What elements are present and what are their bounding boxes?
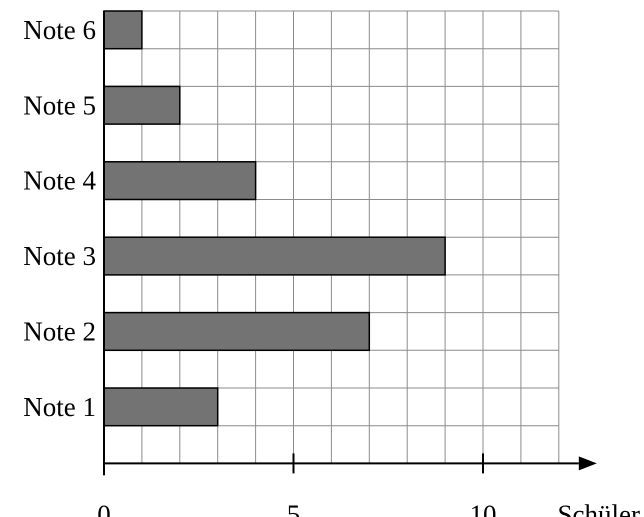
bar-note-4	[103, 161, 257, 201]
category-label: Note 2	[23, 316, 96, 346]
x-axis-title: Schüler	[558, 499, 640, 517]
x-tick-label: 0	[97, 499, 111, 517]
grid	[103, 10, 560, 464]
x-tick-label: 10	[470, 499, 497, 517]
category-label: Note 1	[23, 392, 96, 422]
labels: Note 1 Note 2 Note 3 Note 4 Note 5 Note 6 0 5 10	[23, 15, 496, 517]
bar-note-5	[103, 85, 181, 125]
bar-note-2	[103, 311, 371, 352]
bars	[103, 10, 446, 427]
category-label: Note 6	[23, 15, 96, 45]
x-tick-label: 5	[287, 499, 301, 517]
category-label: Note 3	[23, 241, 96, 271]
category-label: Note 4	[23, 166, 96, 196]
axes	[103, 11, 597, 476]
category-label: Note 5	[23, 90, 96, 120]
x-axis-arrowhead	[578, 456, 597, 471]
bar-note-6	[103, 10, 143, 50]
bar-note-3	[103, 236, 446, 276]
bar-note-1	[103, 387, 219, 427]
